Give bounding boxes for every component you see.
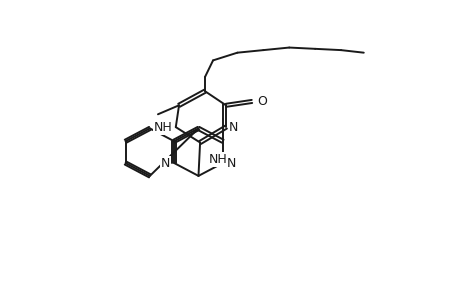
Text: N: N <box>229 121 238 134</box>
Text: NH: NH <box>208 153 227 166</box>
Text: N: N <box>161 157 170 169</box>
Text: N: N <box>226 157 235 169</box>
Text: O: O <box>257 95 267 108</box>
Text: NH: NH <box>154 121 172 134</box>
